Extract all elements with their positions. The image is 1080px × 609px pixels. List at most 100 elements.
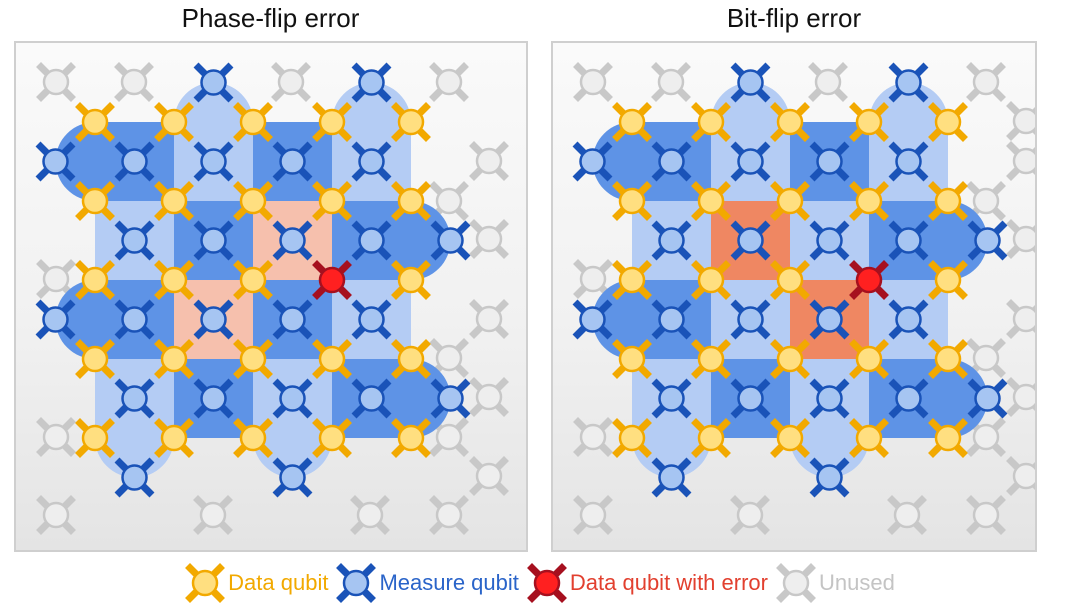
data-qubit [233,181,273,221]
data-qubit [391,181,431,221]
data-qubit [928,260,968,300]
measure-qubit [809,299,850,340]
boundary-plaquette [790,438,869,478]
data-qubit [612,102,652,142]
data-qubit [770,181,810,221]
measure-qubit-icon [336,563,377,603]
boundary-plaquette [95,438,174,478]
data-qubit-icon [185,563,226,603]
measure-qubit [888,299,929,340]
bit-flip-panel [551,41,1037,552]
unused-qubit [1006,456,1035,496]
measure-qubit [888,141,929,182]
unused-qubit [1006,299,1035,339]
unused-qubit [469,377,509,417]
legend-unused: Unused [776,563,895,603]
data-qubit [770,102,810,142]
boundary-plaquette [411,359,451,438]
data-qubit [849,339,889,379]
data-qubit [612,418,652,458]
legend-error: Data qubit with error [526,563,768,603]
unused-qubit [573,495,613,535]
unused-qubit-icon [776,563,816,603]
data-qubit [233,260,273,300]
legend-measure: Measure qubit [336,563,519,603]
boundary-plaquette [253,438,332,478]
boundary-plaquette [592,122,632,201]
data-qubit [233,102,273,142]
unused-qubit [651,62,691,102]
measure-qubit [888,62,929,103]
unused-qubit [469,141,509,181]
measure-qubit [35,299,76,340]
unused-qubit [573,417,613,457]
measure-qubit [430,220,471,261]
unused-qubit [429,338,469,378]
measure-qubit [193,141,234,182]
legend-measure-label: Measure qubit [379,570,519,595]
unused-qubit [730,495,770,535]
data-qubit [75,418,115,458]
data-qubit [770,260,810,300]
measure-qubit [809,220,850,261]
unused-qubit [573,62,613,102]
boundary-plaquette [55,280,95,359]
data-qubit [233,339,273,379]
measure-qubit [967,378,1008,419]
data-qubit [612,181,652,221]
unused-qubit [36,417,76,457]
data-qubit [691,418,731,458]
data-qubit [849,181,889,221]
data-qubit [691,339,731,379]
unused-qubit [36,62,76,102]
measure-qubit [35,141,76,182]
legend-data-label: Data qubit [228,570,329,595]
data-qubit [75,260,115,300]
data-qubit [75,181,115,221]
measure-qubit [272,220,313,261]
measure-qubit [193,62,234,103]
measure-qubit [272,378,313,419]
measure-qubit [351,141,392,182]
measure-qubit-icon [336,563,377,603]
boundary-plaquette [948,359,988,438]
unused-qubit [808,62,848,102]
boundary-plaquette [55,122,95,201]
measure-qubit [809,378,850,419]
unused-qubit [114,62,154,102]
measure-qubit [272,141,313,182]
data-qubit [691,181,731,221]
measure-qubit [572,299,613,340]
error-qubit-icon [526,563,567,603]
phase-flip-panel [14,41,528,552]
boundary-plaquette [332,82,411,122]
data-qubit [849,418,889,458]
measure-qubit [730,299,771,340]
data-qubit [391,260,431,300]
unused-qubit [966,417,1006,457]
unused-qubit [350,495,390,535]
legend-data: Data qubit [185,563,328,603]
unused-qubit [966,181,1006,221]
data-qubit [391,339,431,379]
data-qubit [928,181,968,221]
unused-qubit [1006,101,1035,141]
unused-qubit [429,62,469,102]
unused-qubit [193,495,233,535]
unused-qubit [469,299,509,339]
measure-qubit [809,457,850,498]
unused-qubit [1006,141,1035,181]
measure-qubit [809,141,850,182]
unused-qubit [1006,377,1035,417]
data-qubit [75,102,115,142]
measure-qubit [430,378,471,419]
unused-qubit [36,495,76,535]
boundary-plaquette [711,82,790,122]
legend-unused-label: Unused [818,570,895,595]
unused-qubit [469,456,509,496]
boundary-plaquette [411,201,451,280]
data-qubit [312,102,352,142]
phase-flip-title: Phase-flip error [181,3,360,33]
measure-qubit [651,457,692,498]
measure-qubit [730,378,771,419]
